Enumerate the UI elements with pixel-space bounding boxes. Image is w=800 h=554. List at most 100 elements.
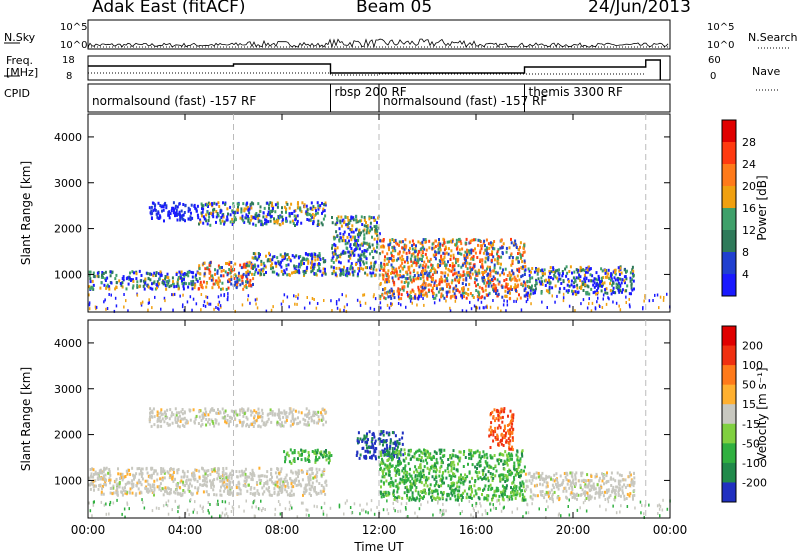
echo-cell — [418, 457, 421, 461]
echo-cell — [238, 470, 241, 474]
echo-cell — [266, 420, 269, 424]
echo-cell — [365, 261, 368, 265]
echo-cell — [315, 451, 318, 455]
near-range-cell — [114, 296, 117, 300]
echo-cell — [315, 212, 317, 216]
echo-cell — [182, 482, 185, 486]
echo-cell — [332, 254, 335, 258]
echo-cell — [301, 258, 304, 262]
echo-cell — [391, 238, 394, 241]
echo-cell — [444, 469, 447, 473]
echo-cell — [420, 270, 423, 274]
echo-cell — [406, 261, 409, 265]
echo-cell — [397, 252, 400, 256]
echo-cell — [417, 240, 420, 244]
echo-cell — [390, 452, 393, 456]
echo-cell — [476, 474, 479, 478]
echo-cell — [547, 275, 550, 279]
echo-cell — [222, 478, 225, 482]
echo-cell — [618, 273, 621, 276]
echo-cell — [213, 207, 216, 211]
echo-cell — [521, 480, 524, 484]
echo-cell — [393, 296, 396, 300]
echo-cell — [434, 257, 437, 261]
echo-cell — [245, 286, 248, 290]
echo-cell — [311, 467, 314, 471]
echo-cell — [182, 489, 185, 492]
echo-cell — [212, 282, 215, 286]
echo-cell — [380, 430, 383, 434]
echo-cell — [454, 487, 457, 491]
echo-cell — [356, 220, 359, 224]
echo-cell — [187, 206, 190, 210]
echo-cell — [425, 256, 428, 260]
echo-cell — [449, 254, 452, 258]
near-range-cell — [272, 305, 274, 309]
echo-cell — [293, 255, 296, 259]
echo-cell — [323, 452, 326, 456]
near-range-cell — [373, 307, 376, 311]
near-range-cell — [615, 301, 618, 305]
near-range-cell — [666, 292, 668, 296]
echo-cell — [308, 416, 311, 420]
echo-cell — [419, 263, 422, 267]
echo-cell — [118, 482, 121, 486]
echo-cell — [279, 253, 282, 257]
echo-cell — [312, 410, 315, 414]
echo-cell — [357, 239, 360, 242]
echo-cell — [140, 274, 143, 277]
echo-cell — [166, 421, 169, 425]
echo-cell — [267, 412, 270, 416]
echo-cell — [396, 496, 398, 500]
echo-cell — [172, 413, 175, 417]
near-range-cell — [525, 300, 528, 304]
echo-cell — [523, 294, 526, 298]
near-range-cell — [339, 308, 341, 312]
echo-cell — [484, 256, 487, 260]
echo-cell — [470, 248, 473, 252]
echo-cell — [219, 476, 222, 480]
echo-cell — [173, 285, 176, 289]
echo-cell — [341, 219, 344, 223]
radar-title: Adak East (fitACF) — [92, 0, 246, 17]
echo-cell — [242, 483, 245, 487]
echo-cell — [405, 485, 408, 489]
echo-cell — [415, 244, 417, 248]
echo-cell — [291, 254, 294, 258]
near-range-cell — [108, 293, 110, 296]
echo-cell — [194, 477, 197, 481]
echo-cell — [339, 273, 342, 277]
echo-cell — [385, 273, 388, 277]
echo-cell — [417, 285, 420, 289]
echo-cell — [609, 289, 612, 292]
echo-cell — [403, 260, 406, 264]
echo-cell — [433, 484, 436, 488]
echo-cell — [501, 285, 504, 289]
echo-cell — [115, 286, 118, 289]
echo-cell — [463, 261, 466, 265]
echo-cell — [484, 260, 487, 264]
echo-cell — [428, 272, 431, 276]
echo-cell — [466, 267, 469, 271]
near-range-cell — [454, 299, 457, 303]
echo-cell — [471, 294, 474, 298]
echo-cell — [424, 479, 427, 483]
echo-cell — [225, 482, 228, 486]
echo-cell — [179, 215, 182, 219]
echo-cell — [234, 280, 237, 284]
near-range-cell — [323, 299, 325, 302]
echo-cell — [136, 284, 139, 287]
echo-cell — [306, 469, 309, 473]
echo-cell — [492, 275, 495, 279]
echo-cell — [526, 284, 529, 288]
echo-cell — [469, 266, 472, 270]
echo-cell — [270, 214, 273, 218]
echo-cell — [255, 410, 258, 414]
echo-cell — [481, 259, 484, 263]
echo-cell — [383, 258, 386, 262]
echo-cell — [296, 219, 299, 223]
echo-cell — [230, 476, 233, 480]
echo-cell — [265, 218, 268, 222]
echo-cell — [474, 465, 477, 469]
echo-cell — [629, 271, 632, 275]
